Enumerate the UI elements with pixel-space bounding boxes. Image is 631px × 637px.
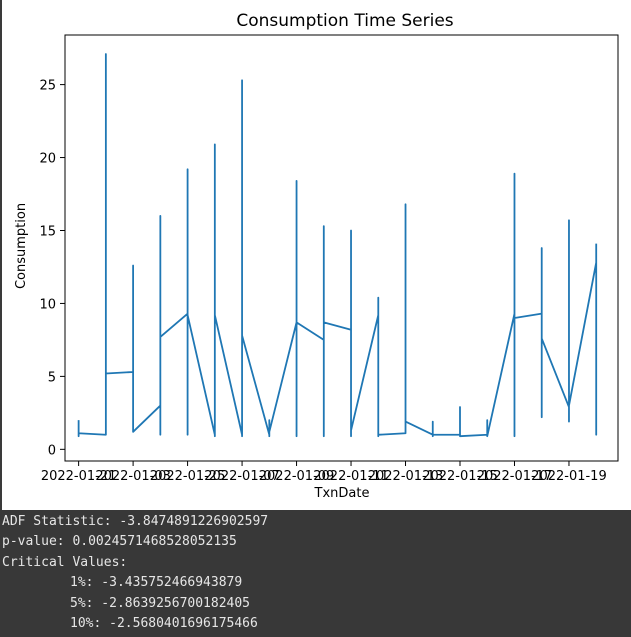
chart-title: Consumption Time Series xyxy=(236,11,453,31)
x-tick-label: 2022-01-25 xyxy=(150,469,226,484)
series-line-consumption xyxy=(77,53,598,438)
y-tick-label: 0 xyxy=(48,443,56,458)
critical-value-10pct: 10%: -2.5680401696175466 xyxy=(70,616,258,632)
x-tick-label: 2022-01-03 xyxy=(95,469,171,484)
x-tick-label: 2022-01-11 xyxy=(313,469,389,484)
adf-statistic-line: ADF Statistic: -3.8474891226902597 xyxy=(2,514,269,529)
y-tick-label: 5 xyxy=(48,370,56,385)
x-tick-label: 2022-01-17 xyxy=(477,469,553,484)
critical-values-header: Critical Values: xyxy=(2,554,128,570)
plot-frame xyxy=(64,34,619,462)
y-tick-label: 10 xyxy=(39,297,56,312)
x-axis-label: TxnDate xyxy=(314,486,370,501)
x-tick-label: 2022-01-21 xyxy=(41,469,117,484)
chart-output: Consumption Time Series 0 5 10 15 20 25 2022-… xyxy=(14,11,619,501)
y-tick-label: 15 xyxy=(39,224,56,239)
console-output: ADF Statistic: -3.8474891226902597 p-val… xyxy=(0,510,631,637)
x-tick-label: 2022-01-15 xyxy=(422,469,498,484)
x-tick-label: 2022-01-07 xyxy=(204,469,280,484)
x-tick-label: 2022-01-19 xyxy=(531,469,607,484)
x-axis: 2022-01-212022-01-032022-01-252022-01-07… xyxy=(41,461,607,484)
critical-value-1pct: 1%: -3.435752466943879 xyxy=(70,575,243,591)
x-tick-label: 2022-01-09 xyxy=(259,469,335,484)
p-value-line: p-value: 0.0024571468528052135 xyxy=(2,534,237,550)
y-axis: 0 5 10 15 20 25 xyxy=(39,79,65,458)
critical-value-5pct: 5%: -2.8639256700182405 xyxy=(70,595,251,611)
chart-svg: Consumption Time Series 0 5 10 15 20 25 2022-… xyxy=(14,11,619,501)
y-tick-label: 20 xyxy=(39,152,56,167)
x-tick-label: 2022-01-13 xyxy=(368,469,444,484)
y-axis-label: Consumption xyxy=(14,203,29,289)
cell-left-border xyxy=(0,0,2,510)
y-tick-label: 25 xyxy=(39,79,56,94)
